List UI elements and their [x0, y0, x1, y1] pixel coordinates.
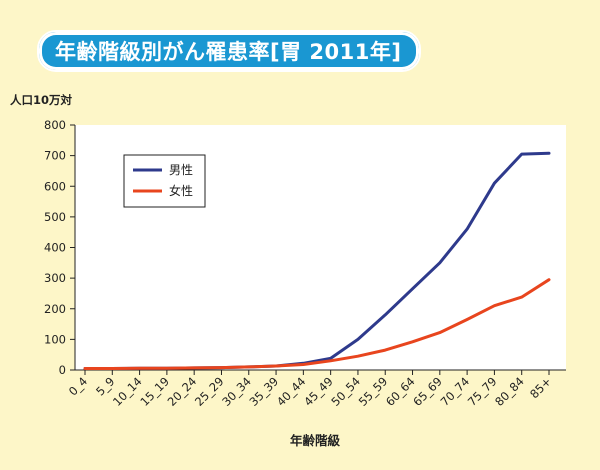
x-axis: 0_4 5_910_1415_1920_2425_2930_3435_3940_4… [66, 369, 566, 409]
legend-label: 男性 [169, 163, 193, 177]
legend-box [123, 154, 206, 208]
y-tick-label: 700 [44, 149, 66, 163]
y-tick-label: 600 [44, 179, 66, 193]
x-tick-label: 50_54 [328, 374, 363, 409]
y-axis-label: 人口10万対 [10, 93, 73, 107]
chart-title: 年齢階級別がん罹患率[胃 2011年] [37, 30, 422, 72]
y-tick-label: 800 [44, 118, 66, 132]
legend-label: 女性 [169, 183, 193, 198]
x-tick-label: 80_84 [492, 374, 527, 409]
series-line [83, 278, 551, 370]
x-axis-label: 年齢階級 [289, 433, 340, 448]
x-tick-label: 65_69 [410, 374, 445, 409]
x-tick-label: 10_14 [110, 374, 145, 409]
y-tick-label: 200 [44, 302, 66, 316]
x-tick-label: 0_4 [66, 374, 90, 398]
y-tick-label: 100 [44, 332, 66, 346]
y-axis: 0 100 200 300 400 500 600 700 800 [44, 118, 76, 377]
y-tick-label: 400 [44, 241, 66, 255]
x-tick-label: 60_64 [383, 374, 418, 409]
x-tick-label: 35_39 [247, 374, 282, 409]
x-tick-label: 20_24 [165, 374, 200, 409]
x-tick-label: 15_19 [137, 374, 172, 409]
y-tick-label: 500 [44, 210, 66, 224]
x-tick-label: 40_44 [274, 374, 309, 409]
x-tick-label: 70_74 [438, 374, 473, 409]
y-tick-label: 0 [59, 363, 66, 377]
x-tick-label: 25_29 [192, 374, 227, 409]
y-tick-label: 300 [44, 271, 66, 285]
x-tick-label: 85+ [527, 374, 554, 401]
series-group [83, 151, 551, 370]
x-tick-label: 55_59 [356, 374, 391, 409]
x-tick-label: 30_34 [219, 374, 254, 409]
x-tick-label: 75_79 [465, 374, 500, 409]
x-tick-label: 45_49 [301, 374, 336, 409]
